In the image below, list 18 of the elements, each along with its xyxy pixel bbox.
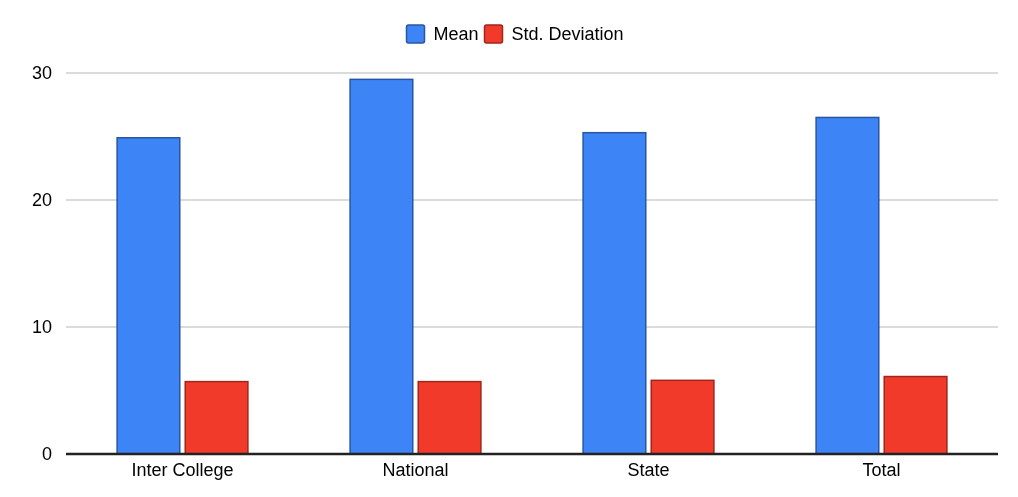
x-tick-label: National xyxy=(382,460,449,480)
bar xyxy=(883,375,948,455)
bar xyxy=(349,78,414,455)
legend-label: Mean xyxy=(433,24,479,44)
bar xyxy=(582,131,647,455)
x-tick-label: Inter College xyxy=(131,460,234,480)
bar xyxy=(116,137,181,455)
y-tick-label: 0 xyxy=(41,444,52,464)
legend-label: Std. Deviation xyxy=(511,24,624,44)
x-tick-label: Total xyxy=(862,460,901,480)
bar xyxy=(650,379,715,455)
bar xyxy=(184,380,249,455)
bar xyxy=(815,116,880,455)
y-tick-label: 20 xyxy=(31,190,52,210)
bar xyxy=(417,380,482,455)
y-tick-label: 30 xyxy=(31,63,52,83)
x-tick-label: State xyxy=(627,460,670,480)
y-tick-label: 10 xyxy=(31,317,52,337)
